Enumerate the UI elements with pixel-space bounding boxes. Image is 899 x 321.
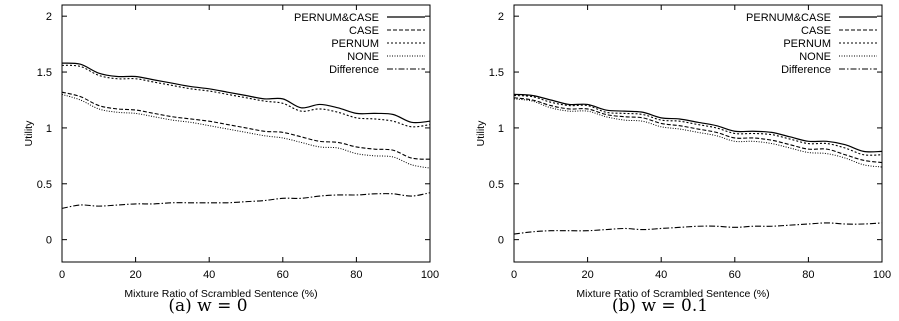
series-line <box>513 97 883 164</box>
y-tick-label: 1.5 <box>37 67 52 79</box>
series-line <box>61 64 431 128</box>
legend-label: PERNUM <box>331 38 379 50</box>
x-axis-label: Mixture Ratio of Scrambled Sentence (%) <box>576 288 769 300</box>
x-tick-label: 60 <box>729 269 741 281</box>
y-tick-label: 0.5 <box>37 179 52 191</box>
y-axis-label: Utility <box>23 120 35 146</box>
series-line <box>513 94 883 156</box>
legend-label: CASE <box>801 25 831 37</box>
y-tick-label: 1.5 <box>489 67 504 79</box>
x-tick-label: 100 <box>421 269 439 281</box>
y-axis-label: Utility <box>475 120 487 146</box>
x-tick-label: 60 <box>277 269 289 281</box>
series-line <box>513 98 883 168</box>
y-tick-label: 0 <box>46 235 52 247</box>
y-tick-label: 1 <box>46 123 52 135</box>
series-line <box>61 62 431 124</box>
y-tick-label: 2 <box>46 11 52 23</box>
plot-frame <box>513 4 883 263</box>
legend-label: PERNUM&CASE <box>294 12 379 24</box>
x-tick-label: 80 <box>802 269 814 281</box>
x-tick-label: 40 <box>655 269 667 281</box>
legend-label: PERNUM&CASE <box>746 12 831 24</box>
legend-label: NONE <box>347 51 379 63</box>
legend-label: Difference <box>329 64 379 76</box>
x-tick-label: 20 <box>129 269 141 281</box>
y-tick-label: 0.5 <box>489 179 504 191</box>
legend-label: NONE <box>799 51 831 63</box>
y-tick-label: 1 <box>498 123 504 135</box>
y-tick-label: 2 <box>498 11 504 23</box>
x-tick-label: 0 <box>59 269 65 281</box>
legend-label: Difference <box>781 64 831 76</box>
y-tick-label: 0 <box>498 235 504 247</box>
series-line <box>61 91 431 160</box>
panel-caption: (b) w = 0.1 <box>612 296 708 316</box>
x-tick-label: 0 <box>511 269 517 281</box>
x-axis-label: Mixture Ratio of Scrambled Sentence (%) <box>124 288 317 300</box>
series-line <box>513 222 883 235</box>
x-tick-label: 40 <box>203 269 215 281</box>
legend-label: CASE <box>349 25 379 37</box>
series-line <box>61 93 431 169</box>
series-line <box>513 93 883 153</box>
x-tick-label: 20 <box>581 269 593 281</box>
x-tick-label: 80 <box>350 269 362 281</box>
plot-frame <box>61 4 431 263</box>
legend-label: PERNUM <box>783 38 831 50</box>
x-tick-label: 100 <box>873 269 891 281</box>
panel-caption: (a) w = 0 <box>168 296 247 316</box>
series-line <box>61 192 431 209</box>
